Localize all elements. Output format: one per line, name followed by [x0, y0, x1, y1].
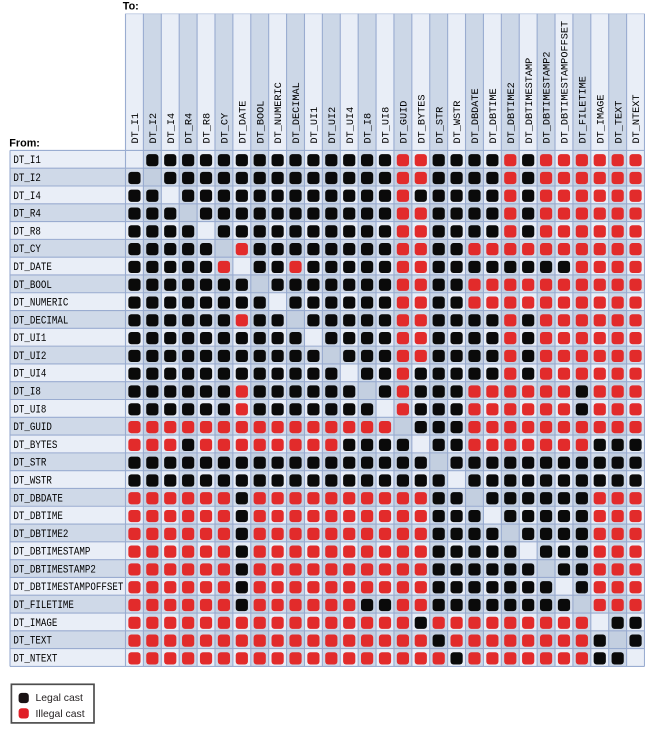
svg-text:DT_DBTIME2: DT_DBTIME2	[13, 529, 68, 541]
svg-text:DT_I1: DT_I1	[13, 155, 41, 167]
svg-text:DT_UI8: DT_UI8	[381, 107, 393, 144]
svg-text:DT_DBTIME2: DT_DBTIME2	[506, 82, 518, 143]
svg-text:DT_NTEXT: DT_NTEXT	[13, 653, 57, 665]
svg-text:DT_NUMERIC: DT_NUMERIC	[13, 298, 68, 310]
svg-text:DT_I4: DT_I4	[13, 191, 41, 203]
svg-text:DT_STR: DT_STR	[13, 458, 46, 470]
svg-text:DT_DBTIMESTAMP2: DT_DBTIMESTAMP2	[542, 52, 554, 144]
svg-text:DT_TEXT: DT_TEXT	[613, 101, 625, 144]
svg-text:DT_DECIMAL: DT_DECIMAL	[13, 315, 68, 327]
svg-text:DT_DATE: DT_DATE	[13, 262, 52, 274]
svg-text:DT_I1: DT_I1	[130, 113, 142, 144]
svg-text:DT_I2: DT_I2	[13, 173, 41, 185]
svg-text:DT_DECIMAL: DT_DECIMAL	[291, 82, 303, 143]
svg-text:DT_WSTR: DT_WSTR	[452, 100, 464, 144]
svg-text:DT_BOOL: DT_BOOL	[13, 280, 52, 292]
svg-text:DT_UI1: DT_UI1	[13, 333, 46, 345]
svg-text:DT_NUMERIC: DT_NUMERIC	[273, 82, 285, 143]
svg-text:DT_IMAGE: DT_IMAGE	[13, 618, 57, 630]
svg-text:From:: From:	[9, 138, 40, 150]
svg-text:DT_I8: DT_I8	[13, 387, 41, 399]
svg-text:DT_DBTIME: DT_DBTIME	[488, 88, 500, 143]
svg-text:DT_UI8: DT_UI8	[13, 404, 46, 416]
svg-text:DT_R4: DT_R4	[13, 209, 41, 221]
svg-text:DT_FILETIME: DT_FILETIME	[13, 600, 74, 612]
svg-text:DT_CY: DT_CY	[13, 244, 41, 256]
svg-text:DT_DATE: DT_DATE	[237, 101, 249, 144]
svg-text:DT_DBTIMESTAMPOFFSET: DT_DBTIMESTAMPOFFSET	[13, 582, 123, 594]
svg-text:DT_DBTIMESTAMPOFFSET: DT_DBTIMESTAMPOFFSET	[560, 21, 572, 144]
svg-text:DT_R4: DT_R4	[184, 113, 196, 144]
svg-text:DT_CY: DT_CY	[220, 112, 232, 143]
svg-text:DT_UI4: DT_UI4	[13, 369, 46, 381]
svg-text:DT_DBDATE: DT_DBDATE	[13, 493, 63, 505]
svg-text:DT_R8: DT_R8	[202, 113, 214, 144]
svg-text:DT_UI1: DT_UI1	[309, 107, 321, 144]
svg-text:Legal cast: Legal cast	[36, 693, 83, 704]
svg-text:DT_DBDATE: DT_DBDATE	[470, 88, 482, 143]
svg-text:DT_BYTES: DT_BYTES	[416, 94, 428, 143]
svg-text:DT_NTEXT: DT_NTEXT	[631, 94, 643, 143]
svg-text:DT_I8: DT_I8	[363, 113, 375, 144]
svg-text:DT_DBTIMESTAMP: DT_DBTIMESTAMP	[13, 547, 90, 559]
svg-text:DT_FILETIME: DT_FILETIME	[577, 76, 589, 143]
svg-text:DT_UI2: DT_UI2	[327, 107, 339, 144]
svg-text:DT_GUID: DT_GUID	[399, 101, 411, 144]
svg-text:DT_DBTIMESTAMP: DT_DBTIMESTAMP	[524, 58, 536, 144]
svg-text:DT_R8: DT_R8	[13, 226, 41, 238]
svg-text:DT_STR: DT_STR	[434, 106, 446, 143]
svg-text:DT_IMAGE: DT_IMAGE	[595, 94, 607, 143]
svg-text:DT_DBTIME: DT_DBTIME	[13, 511, 63, 523]
svg-text:DT_DBTIMESTAMP2: DT_DBTIMESTAMP2	[13, 564, 96, 576]
svg-text:Illegal cast: Illegal cast	[36, 709, 85, 720]
svg-text:DT_TEXT: DT_TEXT	[13, 636, 52, 648]
svg-text:DT_BYTES: DT_BYTES	[13, 440, 57, 452]
svg-text:DT_UI4: DT_UI4	[345, 107, 357, 144]
svg-text:DT_I2: DT_I2	[148, 113, 160, 144]
svg-text:To:: To:	[123, 1, 139, 13]
svg-text:DT_GUID: DT_GUID	[13, 422, 52, 434]
svg-text:DT_UI2: DT_UI2	[13, 351, 46, 363]
svg-text:DT_BOOL: DT_BOOL	[255, 101, 267, 144]
svg-text:DT_WSTR: DT_WSTR	[13, 475, 52, 487]
svg-text:DT_I4: DT_I4	[166, 113, 178, 144]
